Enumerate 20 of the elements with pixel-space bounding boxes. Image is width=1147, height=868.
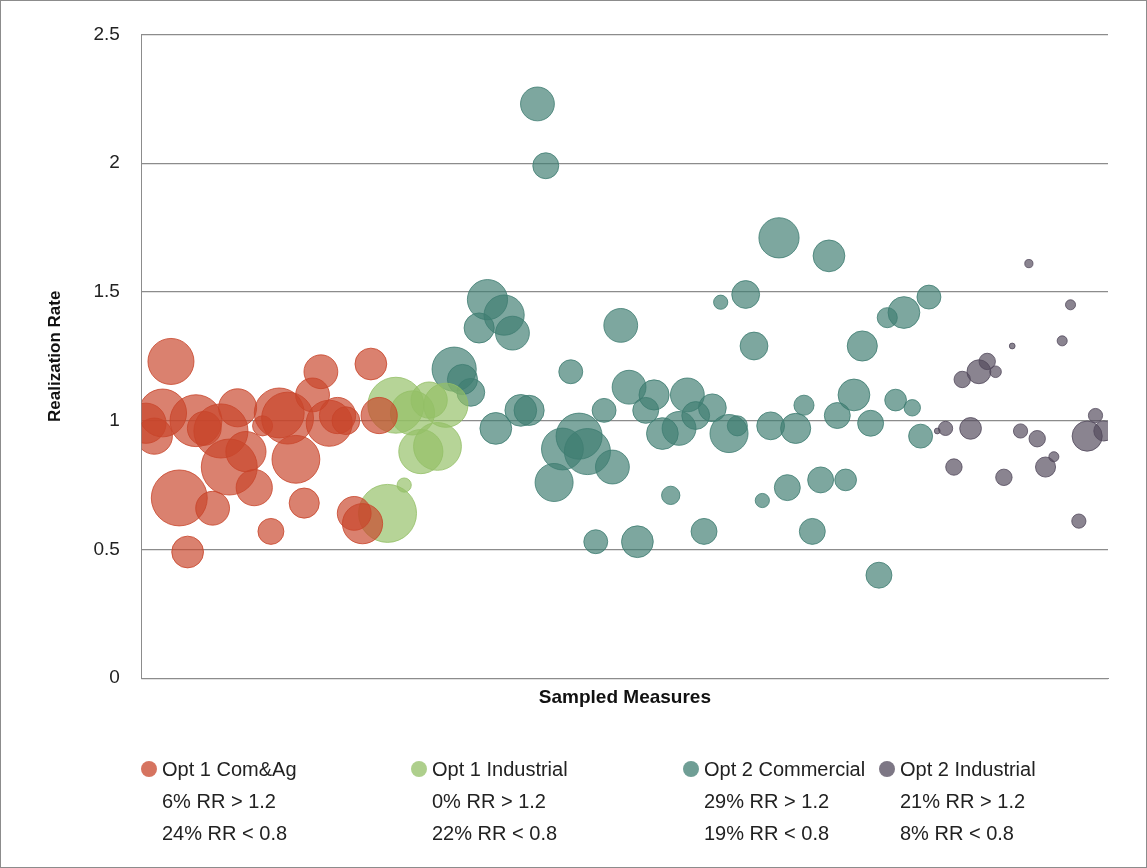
y-tick-label: 1.5 [93, 280, 120, 302]
legend-label: Opt 1 Industrial [431, 757, 569, 782]
text: 19% RR < 0.8 [703, 821, 831, 846]
text: 24% RR < 0.8 [161, 821, 289, 846]
x-axis-title: Sampled Measures [538, 685, 711, 707]
text: 21% RR > 1.2 [899, 789, 1027, 814]
y-tick-label: 2.5 [93, 22, 120, 44]
legend-label: Opt 2 Industrial [899, 757, 1037, 782]
text: 22% RR < 0.8 [431, 821, 559, 846]
text: 0% RR > 1.2 [431, 789, 547, 814]
legend-label: Opt 1 Com&Ag [161, 757, 298, 782]
text: 6% RR > 1.2 [161, 789, 277, 814]
legend-label: Opt 2 Commercial [703, 757, 867, 782]
y-tick-label: 0.5 [93, 537, 120, 559]
y-tick-label: 0 [109, 666, 120, 688]
text: 8% RR < 0.8 [899, 821, 1015, 846]
text: 29% RR > 1.2 [703, 789, 831, 814]
y-tick-label: 2 [109, 151, 120, 173]
y-axis-title: Realization Rate [44, 290, 64, 422]
y-tick-label: 1 [109, 408, 120, 430]
